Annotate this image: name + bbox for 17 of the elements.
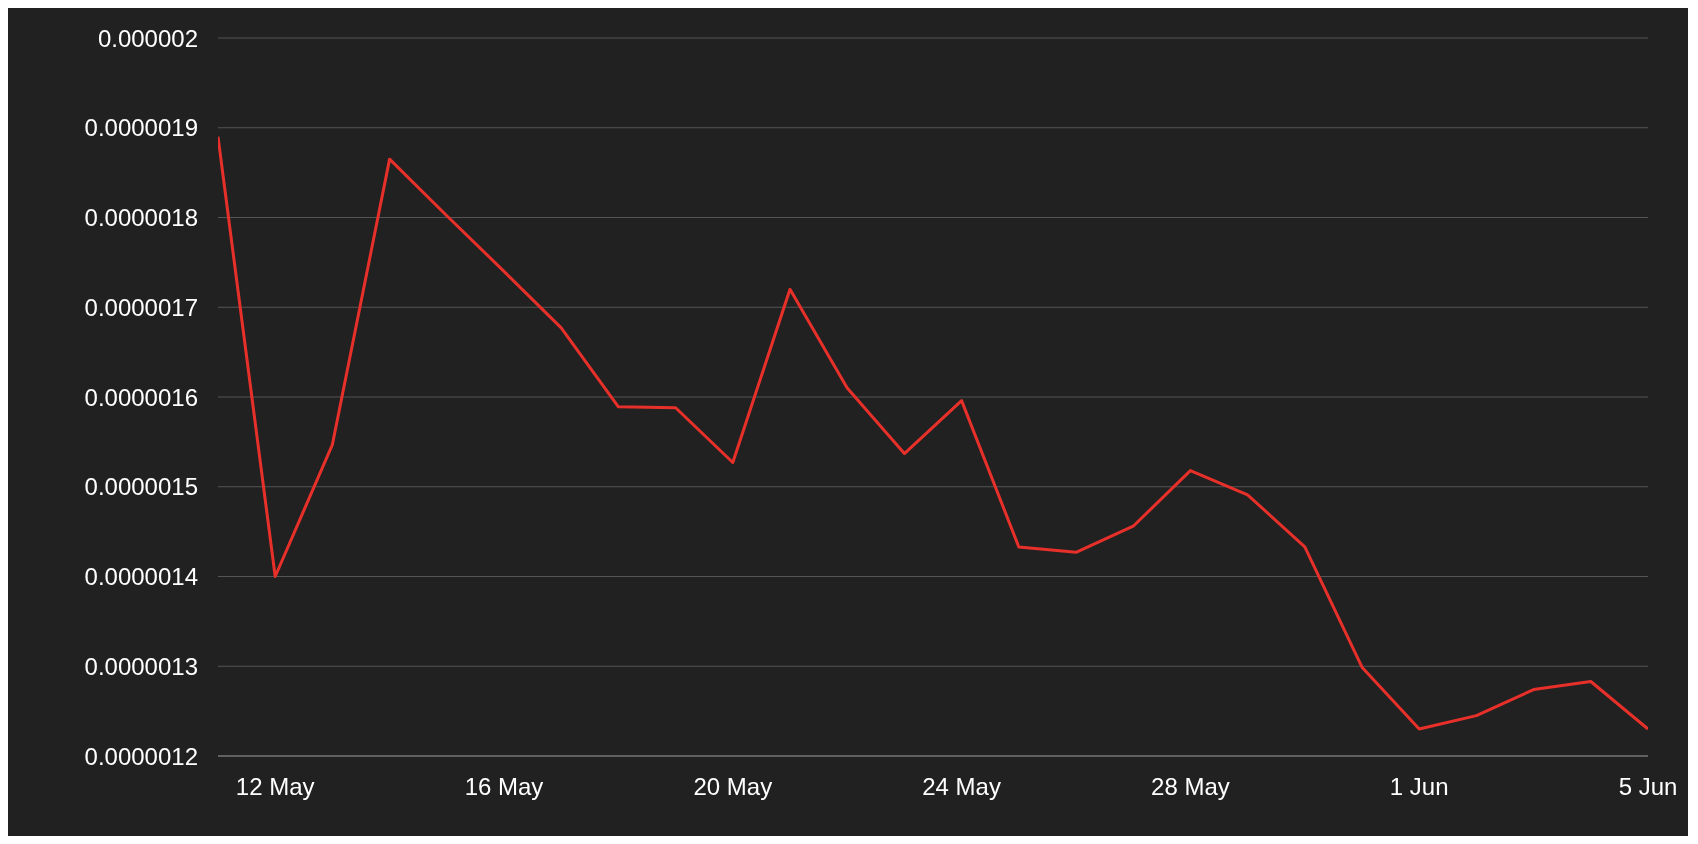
x-tick-label: 16 May xyxy=(464,773,544,801)
y-tick-label: 0.000002 xyxy=(97,24,198,52)
y-tick-label: 0.0000017 xyxy=(84,293,198,321)
y-tick-label: 0.0000018 xyxy=(84,204,198,232)
x-tick-label: 20 May xyxy=(693,773,773,801)
y-tick-label: 0.0000019 xyxy=(84,114,198,142)
x-tick-label: 28 May xyxy=(1151,773,1230,801)
y-tick-label: 0.0000016 xyxy=(84,383,198,411)
line-series xyxy=(218,135,1648,731)
x-tick-label: 12 May xyxy=(235,773,315,801)
x-tick-label: 5 Jun xyxy=(1618,773,1678,801)
y-tick-label: 0.0000013 xyxy=(84,652,198,680)
x-tick-label: 1 Jun xyxy=(1389,773,1449,801)
x-tick-label: 24 May xyxy=(922,773,1001,801)
y-tick-label: 0.0000014 xyxy=(84,563,198,591)
y-tick-label: 0.0000012 xyxy=(84,742,198,770)
y-tick-label: 0.0000015 xyxy=(84,473,198,501)
